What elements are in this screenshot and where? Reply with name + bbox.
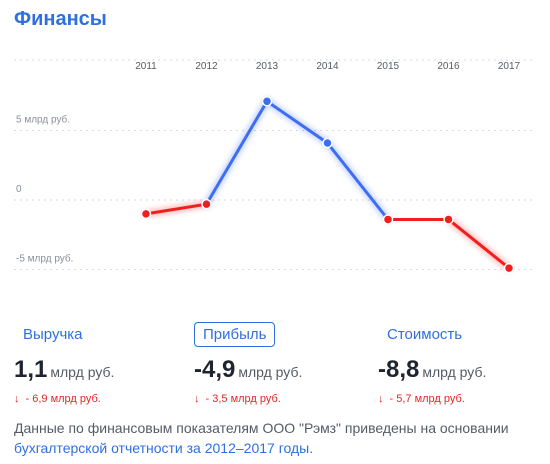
x-tick-label: 2013 (256, 61, 279, 72)
series-segment (205, 99, 269, 206)
source-note-link[interactable]: бухгалтерской отчетности за 2012–2017 го… (14, 440, 314, 456)
y-tick-label: 0 (16, 184, 22, 195)
x-tick-label: 2011 (135, 61, 157, 72)
metric-profit-unit: млрд руб. (238, 364, 303, 380)
x-tick-label: 2017 (498, 61, 521, 72)
x-tick-label: 2014 (316, 61, 339, 72)
metric-revenue-tab[interactable]: Выручка (23, 326, 83, 343)
source-note: Данные по финансовым показателям ООО "Рэ… (14, 418, 534, 458)
metric-revenue-change: - 6,9 млрд руб. (25, 393, 101, 405)
series-segment (144, 202, 208, 216)
y-tick-label: 5 млрд руб. (16, 114, 70, 126)
x-tick-label: 2012 (195, 61, 218, 72)
metric-profit-tab[interactable]: Прибыль (194, 322, 276, 347)
metric-profit[interactable]: Прибыль -4,9 млрд руб. ↓ - 3,5 млрд руб. (194, 322, 302, 405)
profit-line-chart: 5 млрд руб. 0 -5 млрд руб. 2011 2012 2013 2014… (14, 59, 536, 274)
metric-cost-unit: млрд руб. (422, 364, 487, 380)
x-tick-label: 2016 (437, 61, 460, 72)
metric-revenue[interactable]: Выручка 1,1 млрд руб. ↓ - 6,9 млрд руб. (14, 322, 114, 405)
down-arrow-icon: ↓ (14, 393, 20, 405)
data-point (322, 137, 333, 149)
series-segment (326, 141, 390, 221)
metric-cost-change: - 5,7 млрд руб. (389, 393, 465, 405)
data-point (140, 208, 152, 220)
metric-cost-tab[interactable]: Стоимость (387, 326, 463, 343)
series-segment (265, 99, 329, 145)
data-point (382, 214, 394, 225)
source-note-text: Данные по финансовым показателям ООО "Рэ… (14, 420, 509, 436)
data-point (443, 214, 454, 225)
data-point (503, 262, 515, 274)
metric-cost[interactable]: Стоимость -8,8 млрд руб. ↓ - 5,7 млрд руб. (378, 322, 486, 405)
metric-profit-value: -4,9 (194, 356, 236, 383)
data-point (201, 198, 212, 210)
metric-profit-change: - 3,5 млрд руб. (205, 393, 281, 405)
metric-revenue-unit: млрд руб. (50, 364, 115, 380)
y-tick-label: -5 млрд руб. (16, 253, 73, 265)
page-title: Финансы (14, 8, 107, 30)
down-arrow-icon: ↓ (194, 393, 200, 405)
x-tick-label: 2015 (377, 61, 400, 72)
down-arrow-icon: ↓ (378, 393, 384, 405)
series-segment (447, 217, 511, 270)
data-point (261, 96, 273, 107)
metric-revenue-value: 1,1 (14, 356, 48, 383)
metric-cost-value: -8,8 (378, 356, 420, 383)
